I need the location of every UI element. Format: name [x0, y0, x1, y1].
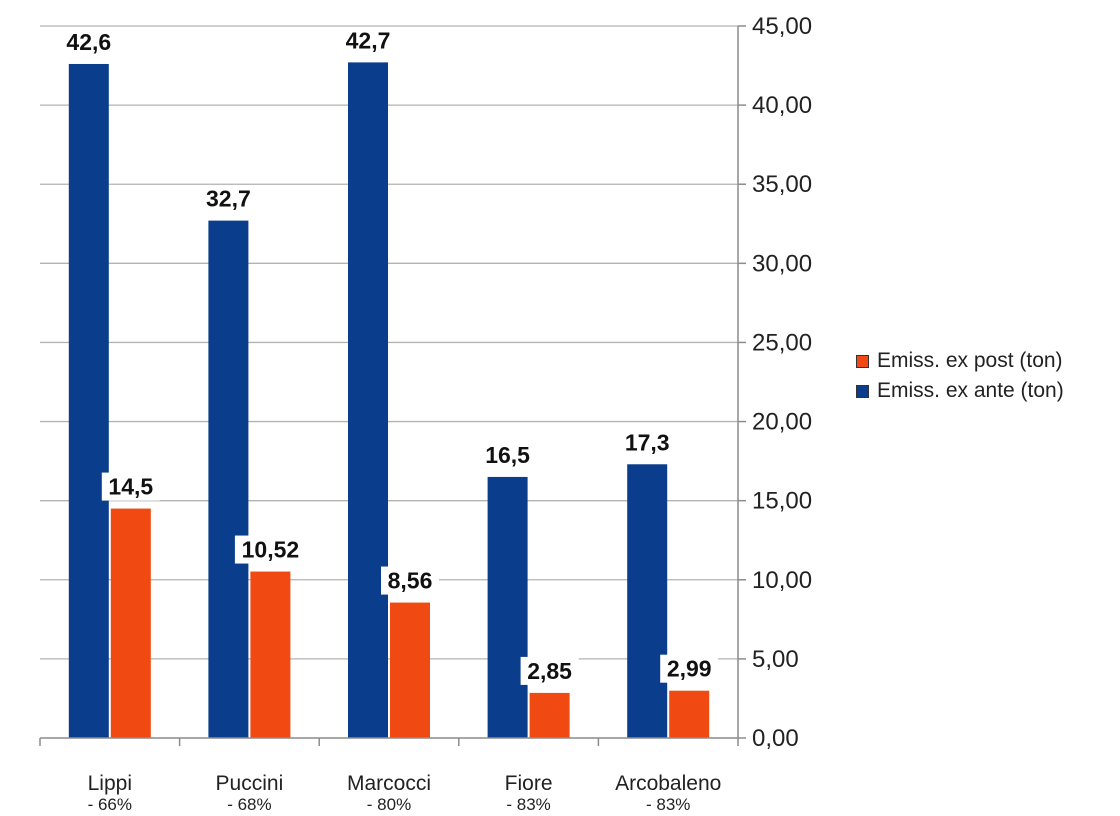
legend-label-ex-ante: Emiss. ex ante (ton)	[877, 379, 1064, 402]
data-label-bg	[234, 535, 306, 564]
y-tick-label: 40,00	[752, 92, 812, 119]
legend-swatch-ex-ante	[856, 384, 869, 398]
bar-ex-post	[250, 571, 291, 738]
bar-ex-post	[529, 692, 570, 738]
data-label-ex-ante: 42,7	[346, 27, 391, 53]
grid-lines	[40, 25, 738, 660]
data-label-bg	[381, 566, 439, 595]
bar-ex-post	[110, 508, 151, 738]
bar-ex-ante	[487, 476, 528, 738]
y-tick-label: 5,00	[752, 646, 799, 673]
x-tick-label: Arcobaleno	[615, 772, 721, 795]
bars	[68, 62, 710, 739]
bar-ex-post	[390, 602, 430, 738]
data-label-bg	[520, 656, 579, 685]
data-label-ex-post: 14,5	[108, 474, 153, 500]
bar-ex-ante	[68, 63, 109, 739]
y-tick-label: 25,00	[752, 329, 812, 356]
bar-ex-ante	[627, 464, 668, 738]
bar-ex-ante	[348, 62, 388, 738]
x-tick-label: Puccini	[216, 772, 284, 795]
y-tick-label: 20,00	[752, 409, 812, 436]
data-label-ex-post: 8,56	[388, 568, 433, 594]
y-tick-label: 30,00	[752, 250, 812, 277]
axes	[39, 25, 746, 746]
x-tick-sublabel: - 83%	[506, 795, 550, 814]
labels: 0,00 5,00 10,00 15,00 20,00 25,00 30,00 35,00 40…	[66, 13, 812, 814]
data-label-bg	[660, 654, 719, 683]
legend-item-ex-post: Emiss. ex post (ton)	[856, 346, 1064, 376]
data-label-ex-ante: 42,6	[66, 29, 111, 55]
x-tick-sublabel: - 80%	[367, 795, 411, 814]
y-tick-label: 35,00	[752, 171, 812, 198]
y-tick-label: 15,00	[752, 488, 812, 515]
legend-swatch-ex-post	[856, 354, 869, 368]
bar-ex-post	[669, 690, 710, 738]
x-tick-sublabel: - 66%	[88, 795, 132, 814]
data-label-ex-post: 2,85	[527, 658, 572, 684]
data-label-ex-ante: 16,5	[485, 442, 530, 468]
data-label-ex-post: 10,52	[242, 537, 300, 563]
y-tick-label: 0,00	[752, 725, 799, 752]
x-tick-sublabel: - 68%	[227, 795, 271, 814]
data-label-ex-post: 2,99	[667, 656, 712, 682]
data-label-ex-ante: 17,3	[625, 429, 670, 455]
bar-ex-ante	[208, 220, 249, 738]
x-tick-label: Lippi	[88, 772, 132, 795]
legend-label-ex-post: Emiss. ex post (ton)	[877, 349, 1063, 372]
legend: Emiss. ex post (ton) Emiss. ex ante (ton…	[856, 346, 1064, 406]
legend-item-ex-ante: Emiss. ex ante (ton)	[856, 376, 1064, 406]
y-tick-label: 10,00	[752, 567, 812, 594]
x-tick-label: Marcocci	[347, 772, 431, 795]
x-tick-sublabel: - 83%	[646, 795, 690, 814]
data-label-ex-ante: 32,7	[206, 186, 251, 212]
y-tick-label: 45,00	[752, 13, 812, 40]
x-tick-label: Fiore	[505, 772, 553, 795]
data-label-bg	[101, 472, 160, 501]
